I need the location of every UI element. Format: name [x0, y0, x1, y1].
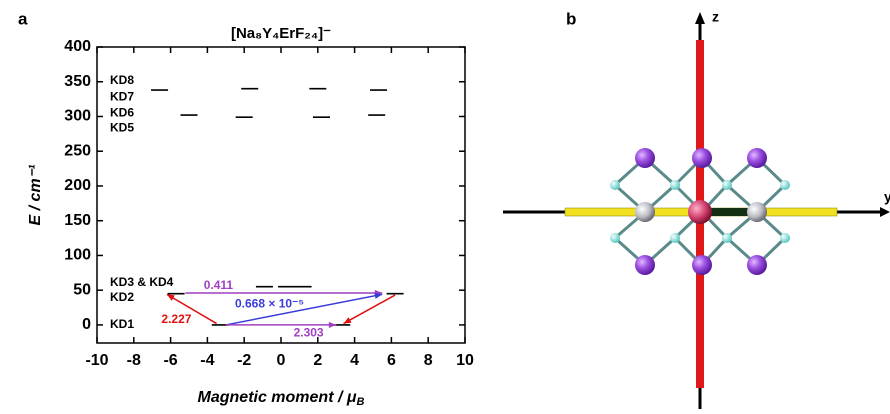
transition-label: 2.227	[161, 312, 191, 326]
x-tick-label: -6	[163, 352, 177, 369]
level-label: KD5	[110, 120, 134, 134]
molecule-b: z y	[503, 9, 890, 409]
axis-name: z	[712, 9, 719, 25]
transition-label: 2.303	[294, 325, 324, 339]
panel-label: a	[18, 9, 28, 28]
level-label: KD7	[110, 89, 134, 103]
y-tick-label: 0	[82, 316, 91, 333]
x-tick-label: -4	[200, 352, 214, 369]
level-label: KD3 & KD4	[110, 275, 174, 289]
arrow-head	[329, 322, 336, 328]
x-tick-label: -2	[237, 352, 251, 369]
y-tick-label: 200	[64, 177, 91, 194]
y-tick-label: 150	[64, 212, 91, 229]
level-label: KD8	[110, 73, 134, 87]
x-tick-label: 6	[387, 352, 396, 369]
x-tick-label: 0	[277, 352, 286, 369]
x-tick-label: 4	[350, 352, 359, 369]
y-tick-label: 100	[64, 247, 91, 264]
level-label: KD2	[110, 290, 134, 304]
x-tick-label: -8	[127, 352, 141, 369]
axis-name: y	[884, 189, 890, 205]
arrow-head	[695, 12, 705, 24]
y-tick-label: 250	[64, 142, 91, 159]
x-axis-label-sub: B	[357, 396, 365, 408]
y-tick-label: 350	[64, 73, 91, 90]
x-tick-label: 2	[313, 352, 322, 369]
transition-label: 0.668 × 10⁻⁵	[235, 296, 304, 310]
figure: a b 050100150200250300350400-10-8-6-4-20…	[0, 0, 890, 409]
y-tick-label: 300	[64, 108, 91, 125]
x-axis-label-main: Magnetic moment / μ	[198, 389, 357, 406]
chart-title: [Na₈Y₄ErF₂₄]⁻	[231, 25, 331, 42]
arrow-head	[880, 207, 890, 217]
transition-label: 0.411	[204, 278, 234, 292]
x-axis-label: Magnetic moment / μB	[198, 389, 365, 408]
transition-arrow	[344, 295, 396, 323]
x-tick-label: -10	[85, 352, 108, 369]
plot-a: 0 50 100 150 200 250 300 350 400 -10 -8 -6 -4 -2 0 2 4 6 8…	[27, 25, 474, 408]
level-label: KD1	[110, 317, 134, 331]
level-label: KD6	[110, 105, 134, 119]
y-tick-label: 50	[73, 281, 91, 298]
y-tick-label: 400	[64, 38, 91, 55]
y-axis-label: E / cm⁻¹	[27, 164, 44, 226]
x-tick-label: 10	[456, 352, 474, 369]
x-tick-label: 8	[424, 352, 433, 369]
panel-label: b	[566, 9, 576, 28]
